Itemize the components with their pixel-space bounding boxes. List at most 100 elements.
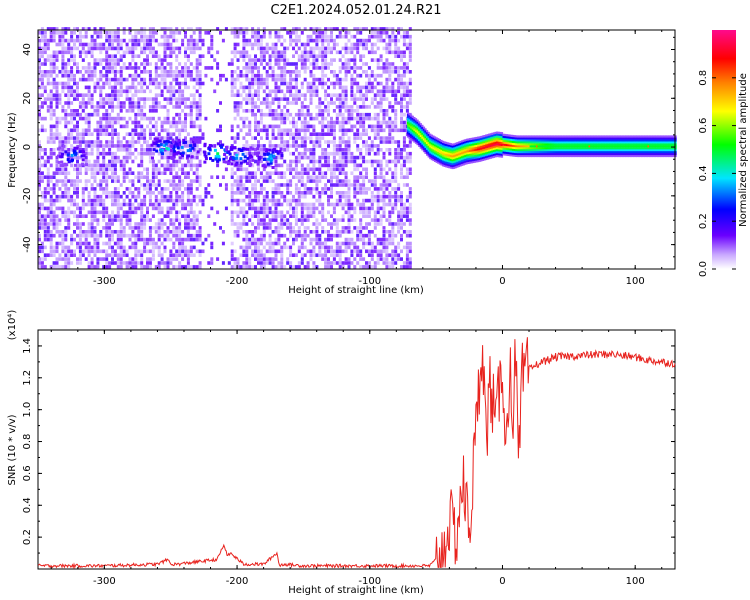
spectrogram-cell <box>254 105 257 109</box>
spectrogram-cell <box>113 34 117 39</box>
spectrogram-cell <box>195 58 199 62</box>
spectrogram-cell <box>38 54 41 58</box>
spectrogram-feature-cell <box>204 157 208 161</box>
spectrogram-cell <box>84 151 88 156</box>
spectrogram-cell <box>292 265 295 269</box>
spectrogram-cell <box>292 198 295 203</box>
spectrogram-cell <box>169 101 173 105</box>
spectrogram-cell <box>268 101 272 105</box>
spectrogram-cell <box>365 214 368 218</box>
spectrogram-cell <box>312 175 316 179</box>
spectrogram-cell <box>338 253 342 257</box>
spectrogram-cell <box>198 70 202 74</box>
spectrogram-cell <box>394 257 398 261</box>
spectrogram-cell <box>134 175 138 179</box>
spectrogram-cell <box>397 31 401 35</box>
spectrogram-cell <box>128 233 132 238</box>
spectrogram-cell <box>148 230 152 234</box>
spectrogram-cell <box>254 198 257 203</box>
spectrogram-cell <box>300 140 304 144</box>
spectrogram-cell <box>280 218 284 222</box>
spectrogram-cell <box>365 105 368 109</box>
spectrogram-cell <box>379 194 383 199</box>
spectrogram-cell <box>70 194 74 199</box>
spectrogram-cell <box>286 112 290 117</box>
spectrogram-cell <box>105 34 109 39</box>
spectrogram-cell <box>353 210 357 215</box>
spectrogram-cell <box>347 70 351 74</box>
spectrogram-cell <box>271 73 275 78</box>
spectrogram-cell <box>93 89 97 94</box>
spectrogram-cell <box>370 144 374 148</box>
spectrogram-cell <box>67 101 71 105</box>
spectrogram-cell <box>108 46 112 51</box>
spectrogram-cell <box>108 62 112 66</box>
spectrogram-cell <box>365 151 368 156</box>
spectrogram-cell <box>236 233 240 238</box>
spectrogram-cell <box>125 97 129 101</box>
spectrogram-cell <box>175 46 179 51</box>
spectrogram-cell <box>184 70 187 74</box>
spectrogram-cell <box>353 62 357 66</box>
spectrogram-cell <box>84 202 88 207</box>
spectrogram-cell <box>224 27 228 31</box>
spectrogram-cell <box>186 210 190 215</box>
spectrogram-cell <box>277 34 281 39</box>
spectrogram-cell <box>306 124 310 129</box>
spectrogram-cell <box>318 112 322 117</box>
spectrogram-cell <box>192 124 196 129</box>
spectrogram-cell <box>315 66 319 70</box>
spectrogram-cell <box>192 93 196 97</box>
spectrogram-cell <box>365 140 368 144</box>
spectrogram-cell <box>210 245 214 250</box>
spectrogram-cell <box>353 183 357 187</box>
spectrogram-cell <box>356 97 360 101</box>
spectrogram-cell <box>134 77 138 82</box>
spectrogram-cell <box>283 140 287 144</box>
spectrogram-cell <box>324 245 328 250</box>
spectrogram-cell <box>347 148 351 152</box>
spectrogram-cell <box>262 265 266 269</box>
spectrogram-cell <box>143 38 147 43</box>
spectrogram-cell <box>233 101 237 105</box>
spectrogram-cell <box>394 191 398 195</box>
spectrogram-cell <box>251 253 255 257</box>
spectrogram-cell <box>242 85 246 90</box>
spectrogram-cell <box>254 148 257 152</box>
spectrogram-cell <box>344 77 348 82</box>
spectrogram-cell <box>151 253 155 257</box>
spectrogram-cell <box>151 116 155 121</box>
spectrogram-cell <box>382 38 386 43</box>
spectrogram-cell <box>84 116 88 121</box>
spectrogram-cell <box>61 81 65 86</box>
spectrogram-cell <box>248 85 252 90</box>
spectrogram-cell <box>280 70 284 74</box>
spectrogram-feature-cell <box>167 140 171 144</box>
spectrogram-cell <box>318 54 322 58</box>
spectrogram-cell <box>408 81 412 86</box>
spectrogram-cell <box>58 38 62 43</box>
spectrogram-cell <box>306 249 310 254</box>
spectrogram-cell <box>166 210 170 215</box>
spectrogram-cell <box>116 155 120 160</box>
spectrogram-cell <box>391 93 395 97</box>
spectrogram-cell <box>49 253 53 257</box>
spectrogram-cell <box>251 222 255 226</box>
spectrogram-cell <box>178 31 182 35</box>
spectrogram-cell <box>58 206 62 211</box>
spectrogram-cell <box>67 249 71 254</box>
spectrogram-cell <box>52 171 56 175</box>
spectrogram-cell <box>245 97 249 101</box>
spectrogram-cell <box>332 101 336 105</box>
spectrogram-cell <box>143 66 147 70</box>
spectrogram-cell <box>131 257 135 261</box>
spectrogram-cell <box>96 265 100 269</box>
spectrogram-cell <box>277 132 281 136</box>
spectrogram-cell <box>370 70 374 74</box>
spectrogram-cell <box>154 226 158 230</box>
spectrogram-cell <box>265 202 269 207</box>
spectrogram-cell <box>134 265 138 269</box>
spectrogram-cell <box>332 151 336 156</box>
spectrogram-cell <box>108 105 112 109</box>
spectrogram-cell <box>394 233 398 238</box>
